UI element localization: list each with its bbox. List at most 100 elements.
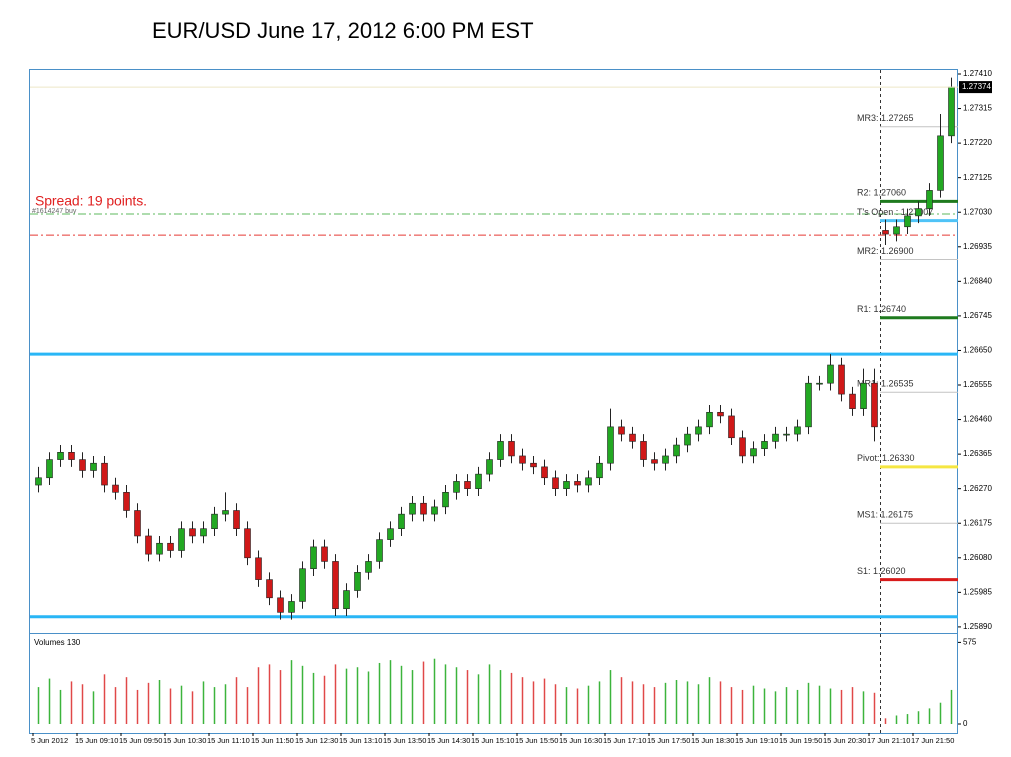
candle-body <box>57 452 64 460</box>
spread-label: Spread: 19 points. <box>35 193 147 209</box>
candle-body <box>464 481 471 489</box>
candle-body <box>310 546 317 570</box>
x-tick-label: 15 Jun 15:10 <box>471 736 514 745</box>
candle-body <box>68 452 75 460</box>
volume-tick-label: 0 <box>963 719 968 728</box>
candle-body <box>871 382 878 428</box>
candle-body <box>541 466 548 479</box>
y-tick-label: 1.26080 <box>963 553 992 562</box>
candle-body <box>838 364 845 395</box>
candle-body <box>893 226 900 235</box>
candle-body <box>266 579 273 599</box>
candle-body <box>761 441 768 449</box>
candle-body <box>343 590 350 610</box>
candle-body <box>222 510 229 515</box>
pivot-label: T's Open : 1.27007 <box>857 207 933 217</box>
candle-body <box>255 557 262 580</box>
candle-body <box>442 492 449 508</box>
candle-body <box>915 208 922 217</box>
x-tick-label: 15 Jun 19:50 <box>779 736 822 745</box>
x-tick-label: 15 Jun 17:10 <box>603 736 646 745</box>
candle-body <box>420 502 427 515</box>
candle-body <box>134 510 141 537</box>
x-tick-label: 15 Jun 17:50 <box>647 736 690 745</box>
candle-body <box>937 135 944 191</box>
y-tick-label: 1.26840 <box>963 276 992 285</box>
x-tick-label: 15 Jun 18:30 <box>691 736 734 745</box>
x-tick-label: 17 Jun 21:50 <box>911 736 954 745</box>
y-tick-label: 1.27030 <box>963 207 992 216</box>
candle-body <box>211 513 218 529</box>
x-tick-label: 17 Jun 21:10 <box>867 736 910 745</box>
y-tick-label: 1.26650 <box>963 346 992 355</box>
candle-body <box>585 477 592 486</box>
candle-body <box>816 382 823 385</box>
candle-body <box>167 542 174 551</box>
candle-body <box>750 448 757 457</box>
candle-body <box>640 441 647 460</box>
candle-body <box>706 411 713 428</box>
candle-body <box>684 433 691 446</box>
candle-body <box>772 433 779 442</box>
candle-body <box>673 444 680 457</box>
candle-body <box>321 546 328 562</box>
candle-body <box>35 477 42 486</box>
candle-body <box>475 473 482 489</box>
y-tick-label: 1.26365 <box>963 449 992 458</box>
candle-body <box>805 382 812 428</box>
candle-body <box>453 481 460 493</box>
y-tick-label: 1.26270 <box>963 484 992 493</box>
candle-body <box>288 601 295 613</box>
candle-body <box>123 492 130 511</box>
candle-body <box>783 433 790 436</box>
x-tick-label: 15 Jun 10:30 <box>163 736 206 745</box>
x-tick-label: 15 Jun 13:50 <box>383 736 426 745</box>
pivot-label: R1: 1.26740 <box>857 304 906 314</box>
price-tag-label: 1.27374 <box>962 82 991 91</box>
x-tick-label: 15 Jun 09:10 <box>75 736 118 745</box>
candle-body <box>79 459 86 471</box>
candle-body <box>519 455 526 464</box>
candle-body <box>299 568 306 602</box>
y-tick-label: 1.27410 <box>963 69 992 78</box>
y-tick-label: 1.26175 <box>963 518 992 527</box>
candle-body <box>398 513 405 529</box>
candle-body <box>332 561 339 610</box>
candle-body <box>530 462 537 468</box>
pivot-label: MS1: 1.26175 <box>857 510 913 520</box>
y-tick-label: 1.26460 <box>963 415 992 424</box>
y-tick-label: 1.26555 <box>963 380 992 389</box>
candle-body <box>46 459 53 479</box>
candle-body <box>849 393 856 409</box>
candle-body <box>178 528 185 551</box>
candle-body <box>409 502 416 515</box>
candle-body <box>112 484 119 493</box>
candle-body <box>739 437 746 457</box>
y-tick-label: 1.25985 <box>963 587 992 596</box>
candle-body <box>607 426 614 464</box>
candle-body <box>948 86 955 137</box>
x-tick-label: 5 Jun 2012 <box>31 736 68 745</box>
candle-body <box>651 459 658 464</box>
x-tick-label: 15 Jun 19:10 <box>735 736 778 745</box>
price-tag <box>959 81 992 94</box>
candle-body <box>563 481 570 489</box>
candle-body <box>596 462 603 479</box>
x-tick-label: 15 Jun 09:50 <box>119 736 162 745</box>
candle-body <box>629 433 636 442</box>
candle-body <box>904 215 911 228</box>
candle-body <box>618 426 625 435</box>
candle-body <box>860 382 867 409</box>
candle-body <box>717 411 724 417</box>
x-tick-label: 15 Jun 12:30 <box>295 736 338 745</box>
candle-body <box>354 572 361 591</box>
pivot-label: R2: 1.27060 <box>857 188 906 198</box>
candle-body <box>101 462 108 486</box>
pivot-label: MR2: 1.26900 <box>857 246 914 256</box>
pivot-label: Pivot: 1.26330 <box>857 453 915 463</box>
candle-body <box>90 462 97 471</box>
candle-body <box>497 441 504 460</box>
candle-body <box>695 426 702 435</box>
x-tick-label: 15 Jun 13:10 <box>339 736 382 745</box>
candle-body <box>365 561 372 573</box>
